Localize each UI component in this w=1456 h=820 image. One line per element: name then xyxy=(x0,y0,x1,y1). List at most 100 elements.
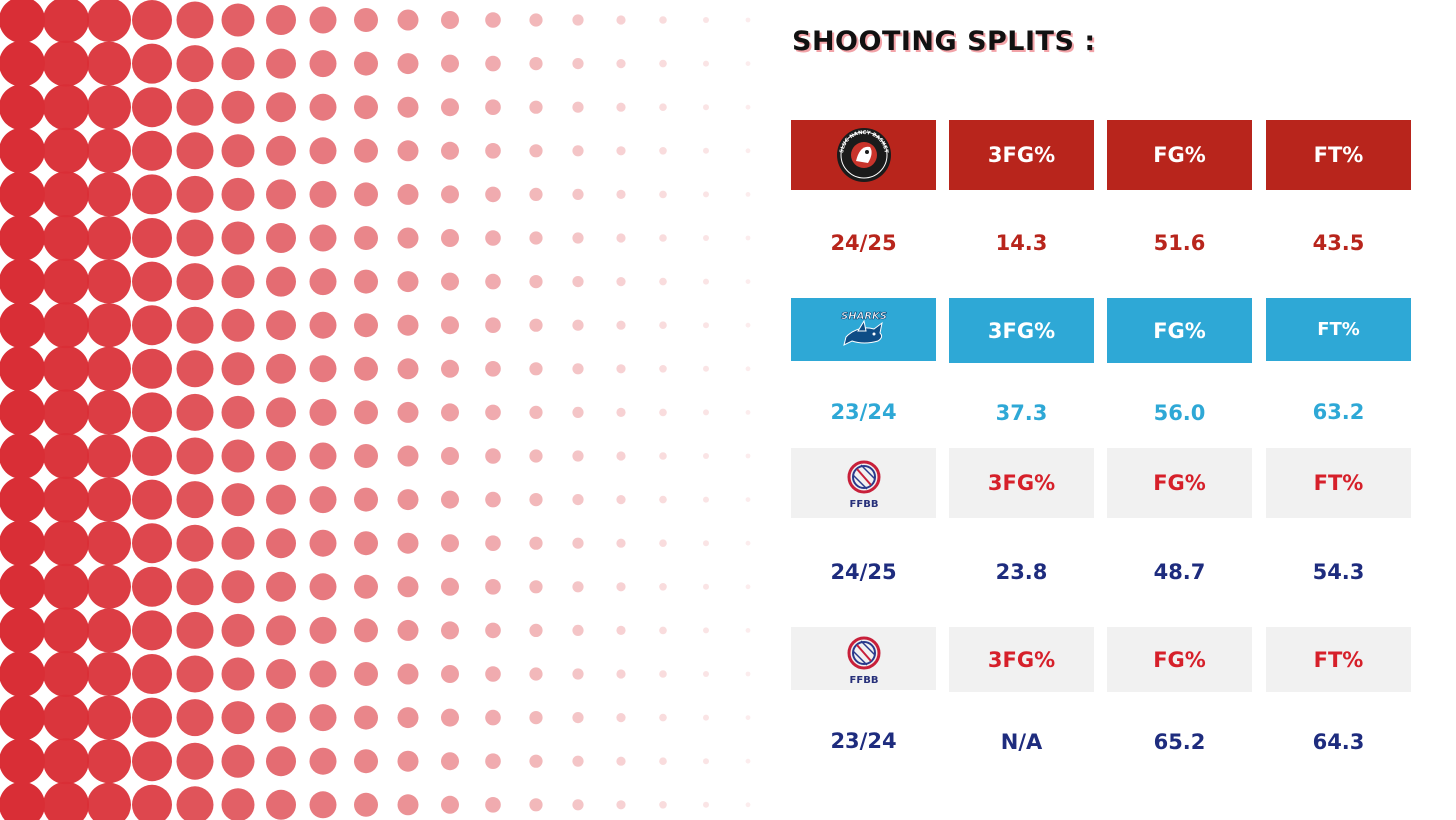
halftone-dot xyxy=(87,85,131,130)
halftone-dot xyxy=(397,750,419,772)
halftone-dot xyxy=(745,61,751,66)
halftone-dot xyxy=(397,314,419,336)
halftone-dot xyxy=(354,749,378,774)
halftone-dot xyxy=(354,574,378,599)
halftone-dot xyxy=(397,707,419,729)
halftone-dot xyxy=(43,520,89,567)
svg-text:FFBB: FFBB xyxy=(849,499,878,510)
value-ft: 43.5 xyxy=(1312,231,1365,255)
halftone-dot xyxy=(572,58,584,70)
halftone-dot xyxy=(0,40,45,87)
halftone-dot xyxy=(354,182,378,207)
halftone-dot xyxy=(132,87,172,128)
halftone-dot xyxy=(132,174,172,215)
halftone-dot xyxy=(132,218,172,258)
halftone-dot xyxy=(309,6,337,34)
halftone-dot xyxy=(43,0,89,43)
halftone-dot xyxy=(266,266,296,297)
halftone-dot xyxy=(309,791,337,819)
value-3fg: N/A xyxy=(1000,730,1043,754)
halftone-dot xyxy=(43,171,89,218)
halftone-dot xyxy=(354,705,378,730)
halftone-dot xyxy=(309,529,337,557)
halftone-dot xyxy=(572,799,584,811)
halftone-dot xyxy=(659,801,667,809)
halftone-dot xyxy=(43,127,89,174)
halftone-dot xyxy=(397,401,419,423)
halftone-dot xyxy=(354,356,378,381)
halftone-dot xyxy=(441,708,459,727)
halftone-dot xyxy=(703,147,709,154)
halftone-dot xyxy=(221,483,255,517)
halftone-dot xyxy=(659,16,667,24)
halftone-dot xyxy=(87,782,131,820)
halftone-dot xyxy=(132,523,172,564)
halftone-dot xyxy=(176,611,214,649)
halftone-dot xyxy=(0,563,45,610)
halftone-dot xyxy=(745,671,751,677)
halftone-dot xyxy=(309,660,337,688)
halftone-dot xyxy=(176,88,214,126)
halftone-dot xyxy=(745,758,751,764)
halftone-dot xyxy=(703,671,709,677)
halftone-dot xyxy=(529,405,543,419)
halftone-dot xyxy=(87,390,131,435)
halftone-dot xyxy=(616,146,626,156)
value-3fg: 37.3 xyxy=(995,401,1048,425)
halftone-dot xyxy=(745,715,751,720)
halftone-dot xyxy=(485,753,501,769)
halftone-dot xyxy=(0,433,45,479)
halftone-dot xyxy=(441,577,459,596)
header-ft-sharks: FT% xyxy=(1266,298,1411,361)
halftone-dot xyxy=(616,451,626,461)
halftone-dot xyxy=(485,404,501,421)
halftone-dot xyxy=(616,189,626,199)
sharks-logo: SHARKS xyxy=(840,310,887,346)
halftone-dot xyxy=(659,408,667,417)
halftone-dot xyxy=(703,409,709,416)
halftone-dot xyxy=(616,582,626,592)
halftone-dot xyxy=(309,137,337,165)
halftone-dot xyxy=(616,538,626,548)
halftone-dot xyxy=(176,393,214,431)
halftone-dot xyxy=(397,96,419,118)
halftone-dot xyxy=(132,261,172,302)
halftone-dot xyxy=(266,310,296,341)
halftone-dot xyxy=(616,320,626,330)
halftone-dot xyxy=(616,669,626,679)
value-3fg: 23.8 xyxy=(995,560,1048,584)
halftone-dot xyxy=(221,352,255,386)
halftone-dot xyxy=(441,359,459,378)
halftone-dot xyxy=(485,186,501,203)
header-3fg-nancy: 3FG% xyxy=(949,120,1094,190)
halftone-dot xyxy=(441,316,459,335)
halftone-dot xyxy=(572,363,584,375)
halftone-dot xyxy=(221,308,255,342)
halftone-dot xyxy=(572,581,584,593)
halftone-dot xyxy=(441,11,459,29)
halftone-dot xyxy=(87,652,131,696)
halftone-dot xyxy=(703,583,709,590)
halftone-dot xyxy=(529,580,543,594)
halftone-dot xyxy=(43,738,89,785)
halftone-dot xyxy=(176,524,214,562)
halftone-dot xyxy=(266,223,296,253)
halftone-dot xyxy=(309,268,337,296)
header-fg-ffbb: FG% xyxy=(1107,627,1252,692)
halftone-dot xyxy=(485,579,501,595)
halftone-dot xyxy=(397,358,419,380)
halftone-dot xyxy=(572,319,584,331)
halftone-dot xyxy=(659,321,667,330)
halftone-dot xyxy=(309,224,337,252)
halftone-dot xyxy=(616,364,626,374)
halftone-dot xyxy=(745,322,751,328)
halftone-dot xyxy=(397,532,419,554)
halftone-dot xyxy=(485,317,501,334)
halftone-dot xyxy=(616,59,626,69)
ffbb-logo-cell: FFBB xyxy=(791,448,936,518)
halftone-dot xyxy=(616,15,626,25)
season-label: 24/25 xyxy=(830,231,897,255)
halftone-dot xyxy=(397,9,419,31)
halftone-dot xyxy=(485,666,501,682)
halftone-dot xyxy=(266,659,296,689)
